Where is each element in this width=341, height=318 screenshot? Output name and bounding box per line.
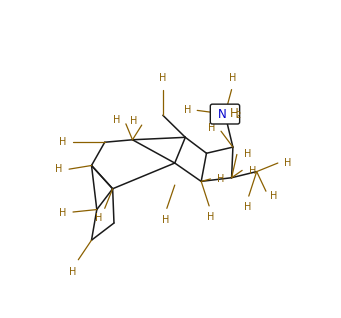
Text: H: H [130, 116, 138, 127]
Text: H: H [208, 122, 216, 133]
Text: H: H [95, 213, 102, 223]
Text: H: H [184, 105, 191, 115]
Text: H: H [249, 166, 257, 176]
FancyBboxPatch shape [210, 104, 240, 124]
Text: H: H [113, 115, 121, 125]
Text: H: H [244, 149, 251, 159]
Text: H: H [207, 212, 214, 222]
Text: H: H [59, 208, 66, 218]
Text: H: H [217, 174, 224, 184]
Text: H: H [55, 164, 62, 174]
Text: H: H [159, 73, 166, 83]
Text: 2: 2 [235, 111, 240, 120]
Text: H: H [69, 267, 77, 277]
Text: H: H [162, 215, 169, 225]
Text: H: H [59, 137, 66, 147]
Text: H: H [229, 73, 236, 83]
Text: H: H [270, 191, 278, 201]
Text: H: H [284, 157, 292, 168]
Text: H: H [230, 107, 238, 120]
Text: N: N [218, 107, 226, 121]
Text: H: H [244, 202, 251, 212]
